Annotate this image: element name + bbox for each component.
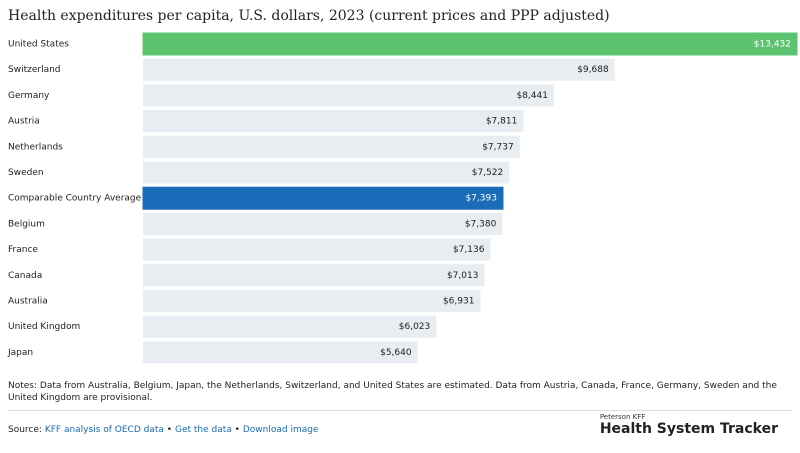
- value-label: $7,811: [486, 117, 518, 127]
- source-link[interactable]: Get the data: [174, 425, 232, 435]
- value-label: $7,013: [447, 271, 479, 281]
- category-label: Comparable Country Average: [8, 194, 142, 204]
- value-label: $8,441: [516, 91, 548, 101]
- category-label: Germany: [8, 91, 50, 101]
- value-label: $13,432: [754, 40, 791, 50]
- value-label: $7,522: [472, 168, 504, 178]
- category-label: Switzerland: [8, 65, 61, 75]
- category-label: United Kingdom: [8, 322, 80, 332]
- bar: [143, 290, 481, 312]
- source: Source: KFF analysis of OECD data • Get …: [8, 425, 318, 435]
- bar: [143, 135, 520, 158]
- logo-top: Peterson KFF: [600, 413, 778, 421]
- category-label: Austria: [8, 117, 40, 127]
- bar: [143, 238, 491, 261]
- category-label: Netherlands: [8, 142, 63, 152]
- value-label: $6,931: [443, 297, 475, 307]
- logo: Peterson KFF Health System Tracker: [600, 413, 778, 437]
- category-label: Canada: [8, 271, 42, 281]
- divider: [8, 410, 792, 411]
- bar: [143, 212, 503, 235]
- category-label: France: [8, 245, 38, 255]
- chart-title: Health expenditures per capita, U.S. dol…: [8, 8, 610, 24]
- bar: [143, 341, 418, 364]
- bar: [142, 32, 798, 56]
- source-label: Source:: [8, 425, 42, 435]
- bar: [143, 264, 485, 287]
- bar: [143, 161, 510, 184]
- logo-text: KFF: [632, 413, 646, 421]
- bar: [142, 186, 504, 210]
- bar: [143, 84, 554, 107]
- separator: •: [166, 425, 173, 435]
- category-label: Sweden: [8, 168, 44, 178]
- value-label: $7,136: [453, 245, 485, 255]
- chart: Health expenditures per capita, U.S. dol…: [7, 8, 798, 364]
- value-label: $7,393: [465, 194, 497, 204]
- bar: [143, 58, 615, 81]
- separator: •: [234, 425, 240, 435]
- value-label: $5,640: [380, 348, 412, 358]
- value-label: $7,380: [465, 219, 497, 229]
- source-link[interactable]: KFF analysis of OECD data: [44, 425, 164, 435]
- source-link[interactable]: Download image: [242, 425, 319, 435]
- logo-text: Peterson: [599, 413, 631, 421]
- bar: [143, 110, 524, 133]
- bar: [143, 315, 437, 338]
- value-label: $7,737: [482, 142, 514, 152]
- value-label: $9,688: [577, 65, 609, 75]
- value-label: $6,023: [399, 322, 431, 332]
- category-label: Japan: [7, 348, 33, 358]
- category-label: United States: [8, 40, 69, 50]
- notes: Notes: Data from Australia, Belgium, Jap…: [8, 381, 777, 403]
- category-label: Australia: [8, 297, 48, 307]
- category-label: Belgium: [8, 219, 45, 229]
- logo-name: Health System Tracker: [599, 421, 778, 437]
